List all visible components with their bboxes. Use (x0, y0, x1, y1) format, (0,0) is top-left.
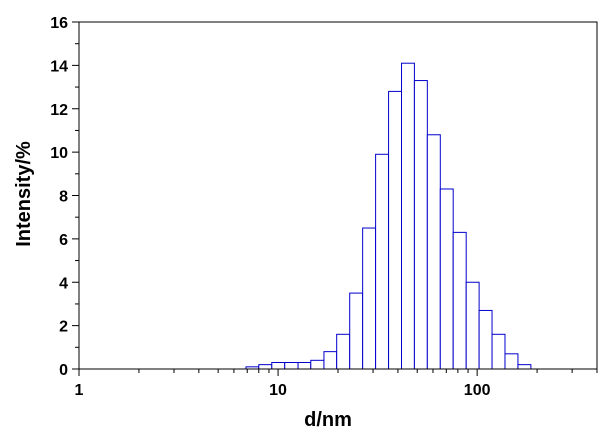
y-tick-label: 0 (59, 362, 68, 379)
y-axis-title: Intensity/% (13, 141, 35, 247)
y-tick-label: 8 (59, 189, 68, 206)
histogram-bar (271, 361, 286, 370)
x-tick-label: 10 (269, 382, 287, 399)
x-axis-title: d/nm (304, 409, 352, 431)
histogram-bar (401, 62, 415, 370)
bar-series (245, 62, 532, 370)
histogram-bar (336, 333, 351, 370)
histogram-bar (504, 353, 519, 370)
y-tick-label: 16 (50, 15, 68, 32)
histogram-bar (452, 231, 467, 370)
x-tick-label: 1 (75, 382, 84, 399)
y-axis-ticks: 0 2 4 6 8 10 12 14 16 (50, 15, 79, 379)
histogram-bar (388, 90, 403, 370)
y-tick-label: 6 (59, 232, 68, 249)
x-axis-ticks: 1 10 100 (75, 369, 598, 399)
histogram-bar (297, 361, 312, 370)
histogram-bar (478, 309, 493, 370)
histogram-bar (439, 188, 454, 370)
histogram-bar (258, 364, 273, 370)
y-tick-label: 10 (50, 145, 68, 162)
histogram-bar (310, 359, 325, 370)
histogram-bar (517, 364, 532, 370)
plot-border (78, 21, 598, 370)
y-tick-label: 14 (50, 58, 68, 75)
histogram-bar (491, 333, 506, 370)
histogram-bar (362, 227, 377, 370)
histogram-bar (323, 351, 338, 370)
y-tick-label: 4 (59, 275, 68, 292)
histogram-bar (426, 134, 441, 370)
x-tick-label: 100 (464, 382, 491, 399)
histogram-bar (349, 292, 364, 370)
plot-frame (78, 21, 598, 370)
y-tick-label: 12 (50, 102, 68, 119)
histogram-bar (375, 153, 390, 370)
histogram-bar (284, 361, 299, 370)
histogram-bar (413, 80, 428, 370)
y-tick-label: 2 (59, 319, 68, 336)
histogram-bar (465, 281, 480, 370)
